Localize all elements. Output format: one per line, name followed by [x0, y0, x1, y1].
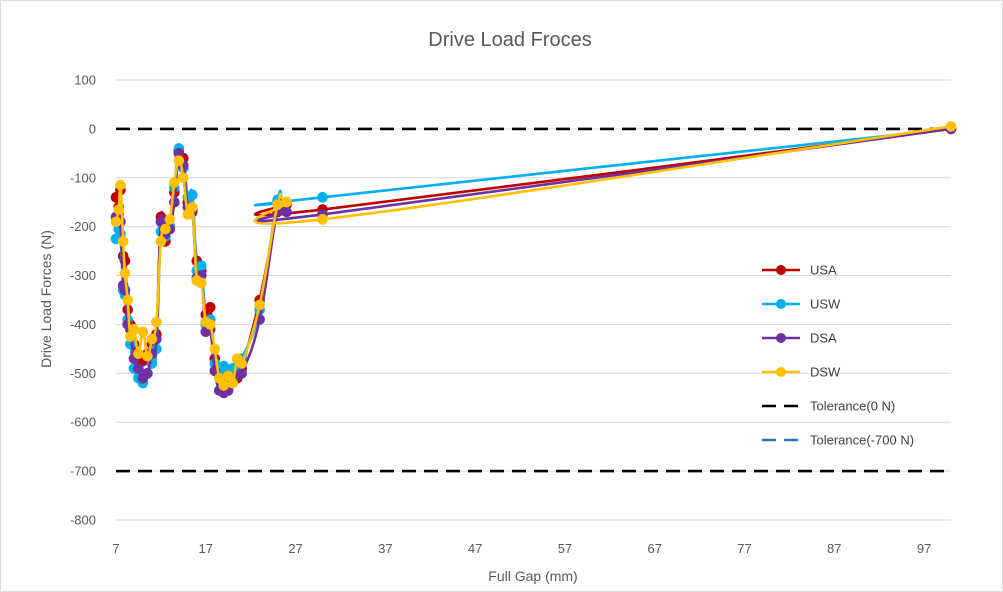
y-tick-label: -600: [70, 415, 96, 430]
x-tick-label: 97: [917, 541, 931, 556]
legend-item: Tolerance(-700 N): [762, 433, 914, 448]
data-point: [187, 189, 198, 201]
data-point: [122, 294, 133, 306]
data-point: [187, 201, 198, 213]
data-point: [236, 358, 247, 369]
data-point: [128, 324, 140, 335]
legend-label: DSA: [810, 331, 837, 346]
x-tick-label: 77: [737, 541, 751, 556]
x-tick-label: 57: [558, 541, 572, 556]
legend: USA USW DSA DSW Tolerance(0 N) Tolerance(-700…: [762, 263, 914, 448]
data-point: [160, 223, 171, 235]
y-tick-label: 0: [89, 121, 96, 136]
x-tick-label: 7: [112, 541, 119, 556]
data-point: [945, 121, 957, 132]
data-point: [133, 348, 144, 360]
data-point: [169, 177, 180, 188]
y-tick-label: -300: [70, 268, 96, 283]
data-point: [195, 277, 207, 289]
series-dsw: [110, 121, 957, 391]
series-usa: [110, 123, 957, 389]
y-tick-label: -100: [70, 170, 96, 185]
legend-label: USA: [810, 263, 837, 278]
y-tick-label: -400: [70, 317, 96, 332]
data-point: [281, 196, 292, 208]
y-tick-label: -800: [70, 513, 96, 528]
legend-label: Tolerance(-700 N): [810, 433, 914, 448]
series-line: [114, 125, 952, 387]
data-point: [272, 199, 283, 210]
legend-item: DSW: [762, 365, 841, 380]
y-tick-label: -200: [70, 219, 96, 234]
data-point: [195, 260, 207, 272]
data-point: [115, 179, 126, 191]
legend-item: Tolerance(0 N): [762, 399, 895, 414]
x-tick-label: 47: [468, 541, 482, 556]
data-point: [236, 368, 247, 379]
legend-marker: [776, 265, 786, 275]
y-axis-title: Drive Load Forces (N): [38, 230, 54, 368]
x-tick-label: 37: [378, 541, 392, 556]
data-point: [209, 343, 221, 355]
data-point: [317, 214, 328, 225]
legend-item: USW: [762, 297, 841, 312]
data-point: [133, 363, 144, 374]
x-tick-label: 87: [827, 541, 841, 556]
data-point: [204, 302, 216, 313]
legend-marker: [776, 299, 786, 309]
data-point: [173, 155, 185, 166]
legend-marker: [776, 333, 786, 343]
data-point: [146, 333, 158, 345]
legend-item: USA: [762, 263, 837, 278]
data-point: [142, 350, 153, 362]
data-point: [281, 206, 292, 218]
data-point: [137, 326, 149, 338]
y-tick-label: -500: [70, 366, 96, 381]
x-tick-label: 17: [199, 541, 213, 556]
data-point: [317, 192, 328, 203]
y-tick-label: 100: [74, 73, 96, 88]
x-tick-label: 27: [288, 541, 302, 556]
legend-label: Tolerance(0 N): [810, 399, 895, 414]
data-point: [155, 236, 167, 247]
data-point: [113, 204, 124, 215]
chart-title: Drive Load Froces: [428, 29, 591, 51]
legend-marker: [776, 367, 786, 377]
x-tick-labels: 7 17 27 37 47 57 67 77 87 97: [112, 541, 931, 556]
data-point: [227, 377, 239, 389]
data-point: [254, 299, 265, 311]
x-tick-label: 67: [647, 541, 661, 556]
data-point: [142, 368, 153, 379]
data-point: [117, 236, 129, 247]
series-usw: [110, 123, 957, 389]
data-point: [204, 319, 216, 330]
data-point: [178, 172, 189, 184]
series-layer: [110, 121, 957, 473]
x-axis-title: Full Gap (mm): [488, 568, 577, 584]
data-point: [119, 267, 131, 279]
data-point: [164, 214, 176, 225]
legend-label: DSW: [810, 365, 841, 380]
legend-item: DSA: [762, 331, 837, 346]
y-tick-label: -700: [70, 464, 96, 479]
data-point: [151, 316, 162, 328]
legend-label: USW: [810, 297, 841, 312]
data-point: [110, 216, 122, 228]
data-point: [218, 380, 230, 391]
y-tick-labels: 100 0 -100 -200 -300 -400 -500 -600 -700 -800: [70, 73, 96, 528]
